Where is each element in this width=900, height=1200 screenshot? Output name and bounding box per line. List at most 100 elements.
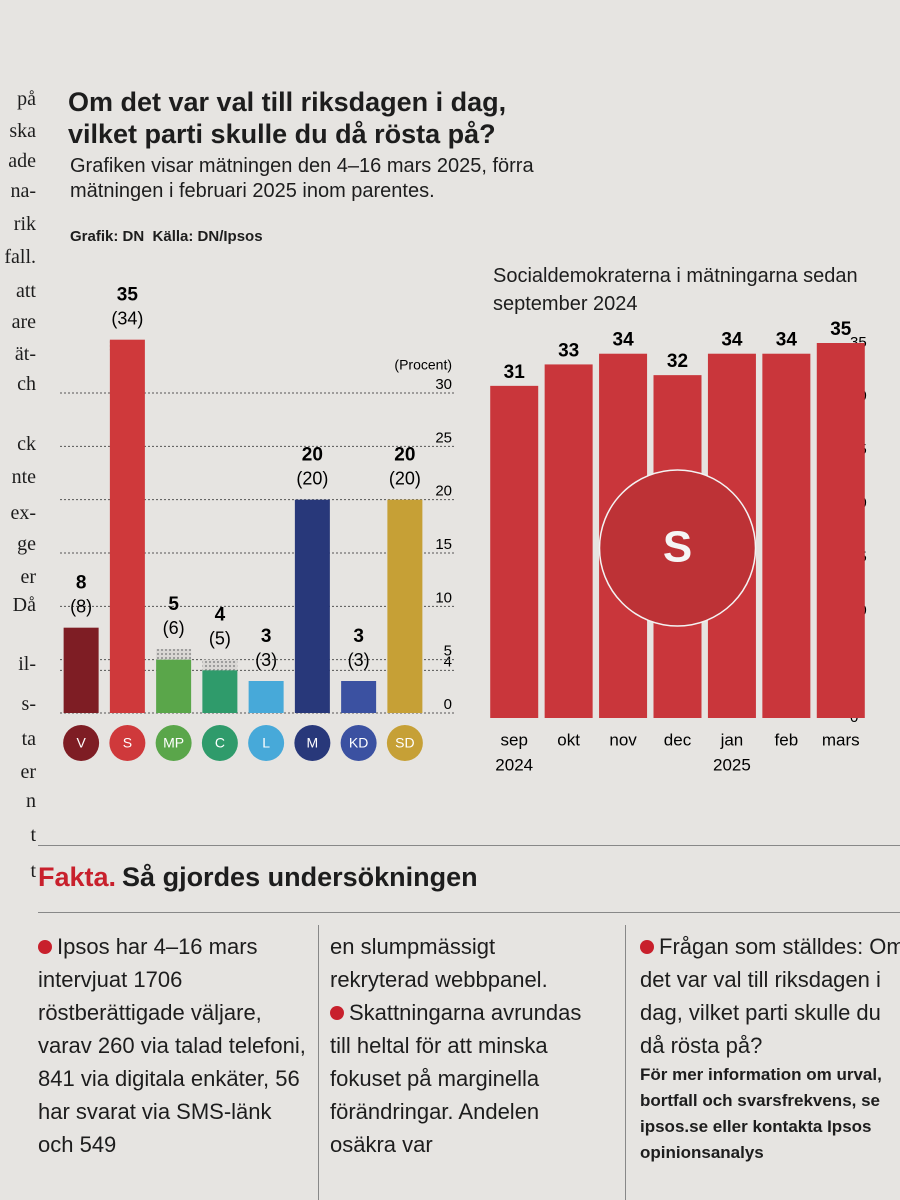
- fakta-paragraph: För mer information om urval, bortfall o…: [640, 1065, 882, 1162]
- bar: [341, 681, 377, 713]
- y-tick-label: 0: [444, 696, 452, 713]
- previous-value-label: (8): [70, 596, 92, 616]
- margin-text: Då: [12, 594, 36, 616]
- margin-text: ät-: [14, 343, 36, 365]
- previous-value-label: (20): [389, 468, 421, 488]
- previous-value-label: (5): [209, 628, 231, 648]
- value-label: 34: [721, 330, 743, 351]
- previous-bar: [202, 659, 238, 671]
- chart-title: Socialdemokraterna i mätningarna sedan s…: [493, 265, 858, 315]
- margin-text: att: [16, 280, 36, 302]
- margin-text: t: [30, 824, 36, 846]
- fakta-paragraph: Ipsos har 4–16 mars intervjuat 1706 röst…: [38, 930, 308, 1161]
- logo-text: S: [663, 523, 692, 572]
- fakta-column: en slumpmässigt rekryterad webbpanel. Ska…: [330, 930, 600, 1161]
- margin-text: ska: [9, 120, 36, 142]
- margin-text: ck: [17, 433, 36, 455]
- party-badge: [201, 725, 238, 761]
- party-badge: [109, 725, 146, 761]
- party-badge: [340, 725, 377, 761]
- margin-text: ex-: [10, 502, 36, 524]
- y-tick-label: 4: [444, 653, 452, 670]
- margin-text: ade: [8, 150, 36, 172]
- previous-value-label: (34): [111, 308, 143, 328]
- bar: [387, 499, 423, 713]
- previous-value-label: (3): [348, 650, 370, 670]
- y-tick-label: 15: [435, 536, 452, 553]
- y-tick-label: 20: [435, 483, 452, 500]
- fakta-paragraph: Frågan som ställdes: Om det var val till…: [640, 930, 900, 1062]
- margin-text: er: [20, 761, 36, 783]
- fakta-heading: Fakta. Så gjordes undersökningen: [38, 862, 478, 893]
- fakta-column: Frågan som ställdes: Om det var val till…: [640, 930, 900, 1166]
- margin-text: are: [11, 311, 36, 333]
- value-label: 34: [613, 330, 635, 351]
- value-label: 31: [504, 362, 526, 383]
- previous-value-label: (20): [296, 468, 328, 488]
- value-label: 5: [168, 594, 179, 615]
- x-tick-label: mars: [822, 730, 860, 749]
- party-badge: [386, 725, 423, 761]
- y-tick-label: 25: [435, 429, 452, 446]
- margin-text: na-: [10, 180, 36, 202]
- x-tick-label: KD: [349, 735, 368, 751]
- x-tick-label: sep: [501, 730, 528, 749]
- bar: [762, 353, 811, 718]
- y-tick-label: 10: [435, 589, 452, 606]
- x-tick-label: jan: [720, 730, 744, 749]
- value-label: 3: [353, 626, 364, 647]
- margin-text: il-: [18, 653, 36, 675]
- bar: [816, 343, 865, 718]
- value-label: 3: [261, 626, 272, 647]
- party-badge: [63, 725, 100, 761]
- column-rule: [318, 925, 319, 1200]
- margin-text: er: [20, 566, 36, 588]
- bar: [156, 659, 192, 713]
- bar: [544, 364, 593, 718]
- fakta-title: Så gjordes undersökningen: [122, 862, 478, 892]
- bar: [294, 499, 330, 713]
- x-tick-label: M: [307, 735, 319, 751]
- margin-text: s-: [21, 693, 36, 715]
- previous-bar: [156, 649, 192, 660]
- column-rule: [625, 925, 626, 1200]
- x-tick-label: S: [123, 735, 132, 751]
- value-label: 32: [667, 351, 688, 372]
- fakta-paragraph: en slumpmässigt rekryterad webbpanel.: [330, 934, 548, 992]
- previous-value-label: (6): [163, 618, 185, 638]
- fakta-column: Ipsos har 4–16 mars intervjuat 1706 röst…: [38, 930, 308, 1161]
- chart-source: Grafik: DN Källa: DN/Ipsos: [70, 228, 263, 245]
- x-tick-label: nov: [609, 730, 637, 749]
- fakta-paragraph: Skattningarna avrundas till heltal för a…: [330, 996, 600, 1161]
- value-label: 8: [76, 573, 87, 594]
- previous-value-label: (3): [255, 650, 277, 670]
- margin-text: ch: [17, 373, 36, 395]
- x-tick-label: C: [215, 735, 225, 751]
- margin-text: n: [26, 790, 36, 812]
- bar: [490, 385, 539, 718]
- x-tick-label: feb: [775, 730, 799, 749]
- bar: [109, 339, 145, 713]
- value-label: 33: [558, 340, 579, 361]
- party-badge: [248, 725, 285, 761]
- chart-subtitle: Grafiken visar mätningen den 4–16 mars 2…: [70, 155, 534, 202]
- bar: [63, 627, 99, 713]
- value-label: 20: [394, 445, 415, 466]
- chart-title: Om det var val till riksdagen i dag, vil…: [68, 87, 507, 149]
- divider: [38, 845, 900, 846]
- margin-text: rik: [13, 213, 36, 235]
- value-label: 20: [302, 445, 323, 466]
- margin-text: på: [17, 88, 36, 110]
- y-tick-label: 30: [435, 376, 452, 393]
- y-tick-label: 5: [444, 643, 452, 660]
- y-axis-label: (Procent): [394, 357, 452, 373]
- x-tick-label: okt: [557, 730, 580, 749]
- x-tick-year: 2025: [713, 755, 751, 774]
- logo-circle: [598, 469, 757, 627]
- party-badge: [155, 725, 192, 761]
- bar: [248, 681, 284, 713]
- margin-text: ge: [17, 533, 36, 555]
- value-label: 4: [215, 605, 226, 626]
- x-tick-label: L: [262, 735, 270, 751]
